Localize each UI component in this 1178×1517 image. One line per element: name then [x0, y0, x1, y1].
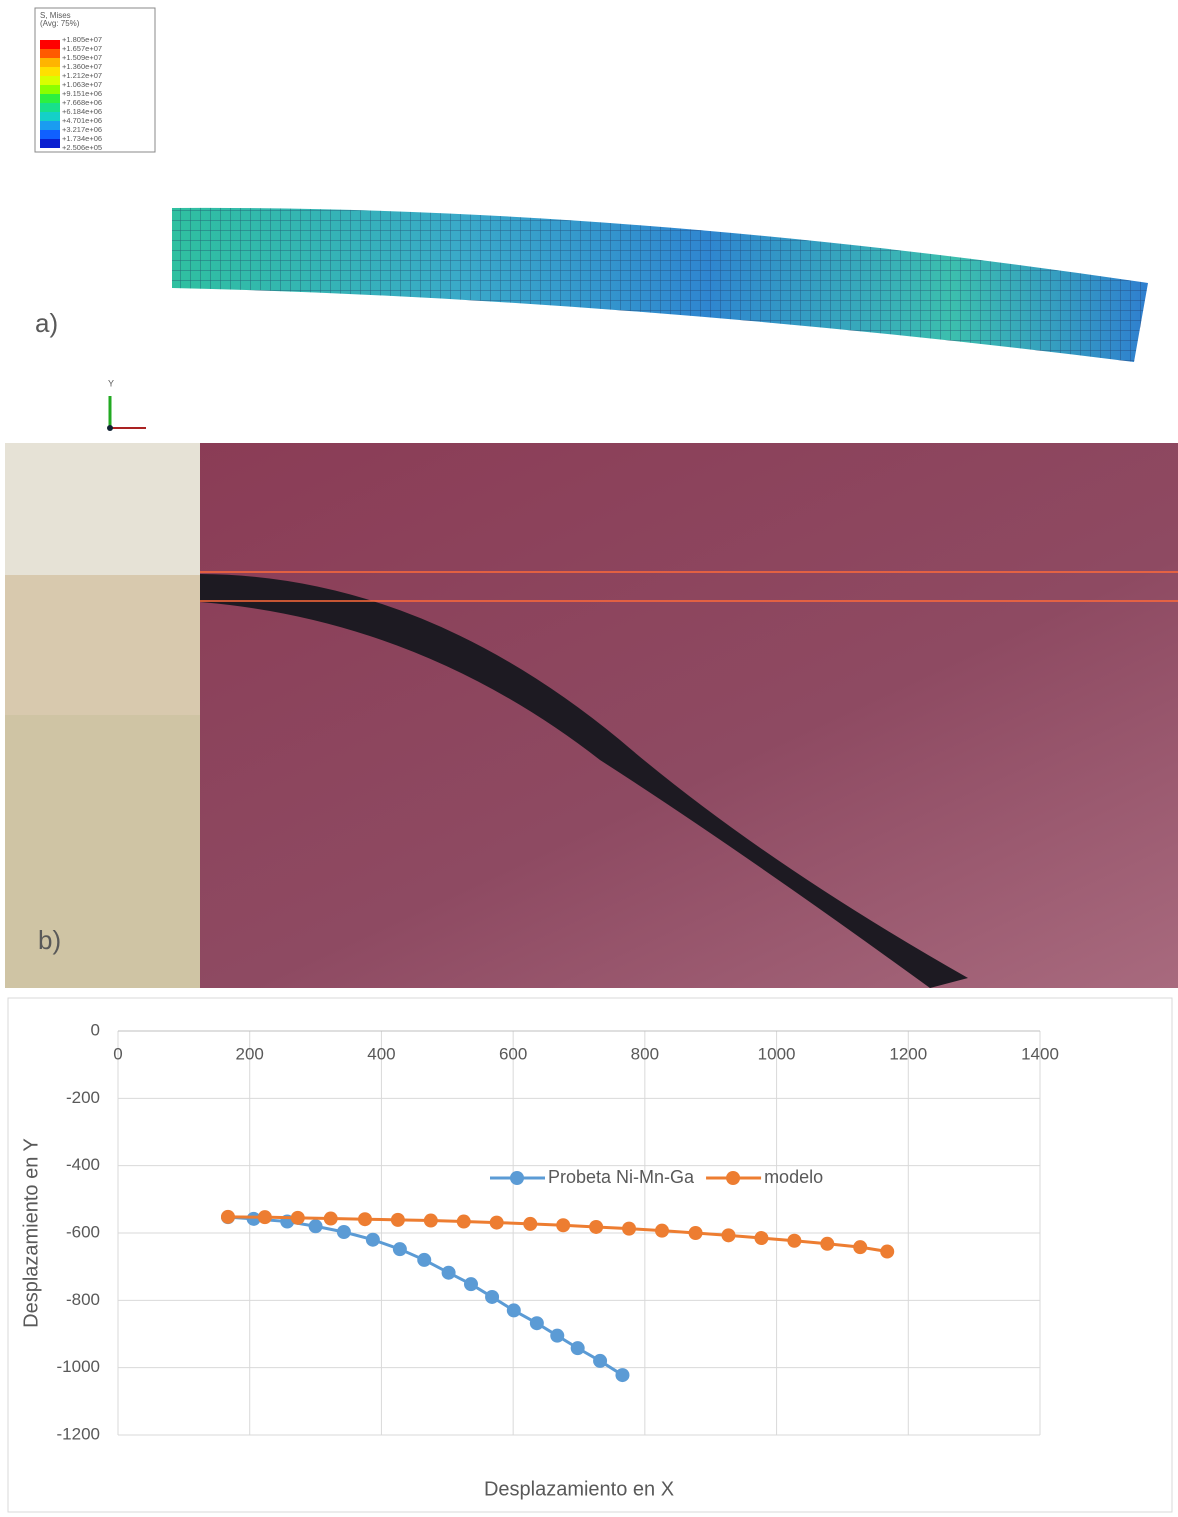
legend-value: +1.509e+07	[62, 53, 102, 62]
legend-band	[40, 67, 60, 76]
legend-value: +1.805e+07	[62, 35, 102, 44]
data-point	[323, 1211, 338, 1226]
chart: 0 -200 -400 -600 -800 -1000 -1200 0 200 400 600 800…	[20, 1020, 1059, 1500]
data-point	[456, 1214, 471, 1229]
legend-title: S, Mises	[40, 11, 71, 20]
legend-label: Probeta Ni-Mn-Ga	[548, 1167, 695, 1187]
x-tick-label: 1200	[889, 1044, 927, 1063]
legend-band	[40, 139, 60, 148]
x-tick-label: 1400	[1021, 1044, 1059, 1063]
x-tick-label: 800	[631, 1044, 659, 1063]
legend-value: +6.184e+06	[62, 107, 102, 116]
data-point	[820, 1236, 835, 1251]
legend-band	[40, 85, 60, 94]
legend-label: modelo	[764, 1167, 823, 1187]
data-point	[654, 1223, 669, 1238]
y-tick-label: -800	[66, 1290, 100, 1309]
data-point	[357, 1212, 372, 1227]
data-point	[853, 1240, 868, 1255]
data-point	[523, 1216, 538, 1231]
data-point	[529, 1316, 544, 1331]
triad-origin	[107, 425, 113, 431]
data-point	[721, 1228, 736, 1243]
legend-value: +9.151e+06	[62, 89, 102, 98]
legend-value: +1.212e+07	[62, 71, 102, 80]
data-point	[550, 1328, 565, 1343]
data-point	[754, 1231, 769, 1246]
legend-band	[40, 58, 60, 67]
clamp-top	[5, 443, 200, 578]
data-point	[489, 1215, 504, 1230]
legend-marker	[726, 1171, 741, 1185]
data-point	[787, 1233, 802, 1248]
y-tick-label: 0	[91, 1020, 100, 1039]
legend-value: +1.657e+07	[62, 44, 102, 53]
panel-label: a)	[35, 308, 58, 338]
legend-band	[40, 49, 60, 58]
x-axis-title: Desplazamiento en X	[484, 1478, 674, 1500]
data-point	[392, 1242, 407, 1257]
legend-band	[40, 130, 60, 139]
x-tick-label: 200	[236, 1044, 264, 1063]
data-point	[463, 1277, 478, 1292]
legend-value: +4.701e+06	[62, 116, 102, 125]
legend-value: +3.217e+06	[62, 125, 102, 134]
data-point	[257, 1210, 272, 1225]
chart-frame	[7, 997, 1173, 1513]
legend-band	[40, 76, 60, 85]
x-tick-label: 400	[367, 1044, 395, 1063]
data-point	[615, 1368, 630, 1383]
x-tick-label: 600	[499, 1044, 527, 1063]
x-tick-label: 1000	[758, 1044, 796, 1063]
data-point	[570, 1341, 585, 1356]
y-tick-label: -1000	[57, 1357, 100, 1376]
clamp-middle	[5, 575, 200, 715]
specimen	[200, 574, 968, 988]
data-point	[417, 1252, 432, 1267]
y-tick-label: -1200	[57, 1424, 100, 1443]
legend-scale: +1.805e+07+1.657e+07+1.509e+07+1.360e+07…	[40, 35, 102, 152]
legend-subtitle: (Avg: 75%)	[40, 19, 80, 28]
legend-band	[40, 94, 60, 103]
data-point	[441, 1265, 456, 1280]
legend-value: +1.734e+06	[62, 134, 102, 143]
data-point	[290, 1210, 305, 1225]
legend-marker	[510, 1171, 524, 1185]
data-point	[506, 1303, 521, 1318]
data-point	[589, 1219, 604, 1234]
legend-band	[40, 40, 60, 49]
legend-value: +1.360e+07	[62, 62, 102, 71]
data-point	[688, 1226, 703, 1240]
data-point	[390, 1212, 405, 1227]
data-point	[220, 1209, 235, 1224]
data-point	[308, 1219, 323, 1234]
legend-band	[40, 103, 60, 112]
y-axis-title: Desplazamiento en Y	[20, 1138, 42, 1328]
fem-mesh	[172, 207, 1148, 362]
data-point	[485, 1289, 500, 1304]
data-point	[593, 1353, 608, 1368]
y-tick-label: -400	[66, 1155, 100, 1174]
legend-band	[40, 121, 60, 130]
legend-band	[40, 112, 60, 121]
data-point	[880, 1244, 895, 1259]
data-point	[622, 1221, 637, 1236]
legend-value: +1.063e+07	[62, 80, 102, 89]
legend-value: +2.506e+05	[62, 143, 102, 152]
photo-background	[5, 443, 1178, 988]
triad-label: Y	[108, 378, 114, 388]
data-point	[365, 1232, 380, 1247]
data-point	[423, 1213, 438, 1228]
y-tick-label: -600	[66, 1222, 100, 1241]
data-point	[246, 1211, 261, 1226]
x-tick-label: 0	[113, 1044, 122, 1063]
panel-label: b)	[38, 925, 61, 955]
data-point	[556, 1218, 571, 1233]
y-tick-label: -200	[66, 1088, 100, 1107]
data-point	[336, 1224, 351, 1239]
legend-value: +7.668e+06	[62, 98, 102, 107]
